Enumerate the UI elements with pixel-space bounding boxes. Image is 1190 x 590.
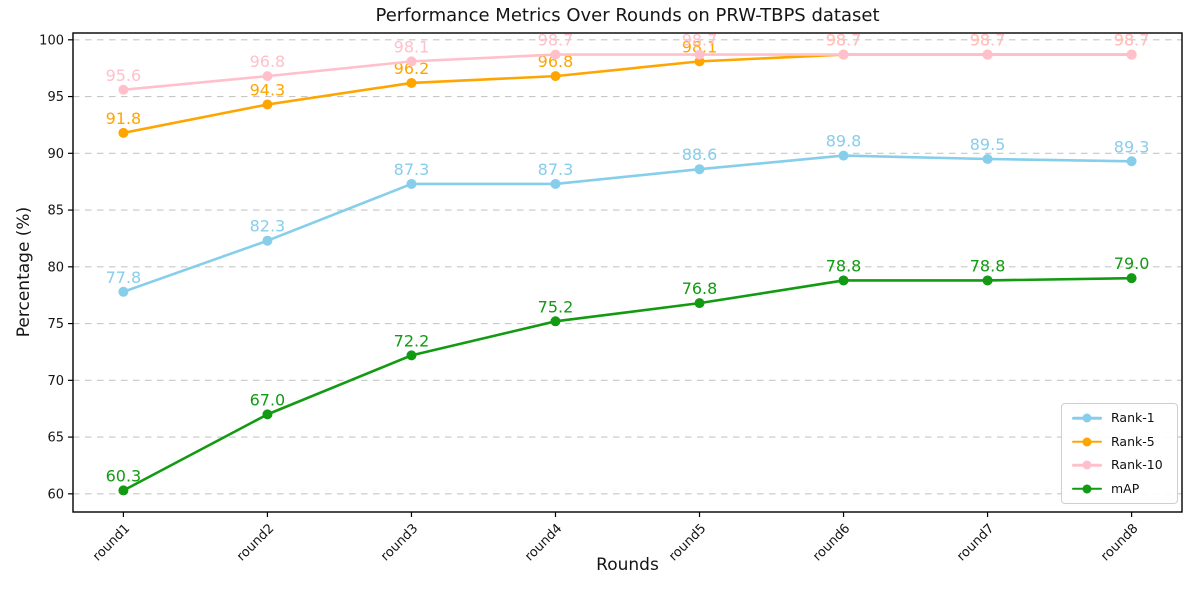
data-point — [982, 275, 993, 286]
legend-label-map: mAP — [1111, 480, 1140, 496]
data-label: 89.8 — [826, 132, 862, 151]
data-point — [262, 99, 273, 110]
y-tick-label: 70 — [47, 374, 64, 389]
series-line-mAP — [122, 276, 1133, 492]
data-label: 98.7 — [826, 31, 862, 50]
y-tick-label: 65 — [47, 431, 64, 446]
data-label: 76.8 — [682, 279, 718, 298]
legend-swatch-rank1 — [1072, 413, 1102, 424]
data-point — [118, 127, 129, 138]
data-label: 88.6 — [682, 145, 718, 164]
data-label: 98.7 — [970, 31, 1006, 50]
data-label: 98.7 — [826, 31, 862, 50]
legend-swatch-rank10 — [1072, 460, 1102, 471]
y-tick-label: 80 — [47, 260, 64, 275]
data-label: 96.8 — [250, 52, 286, 71]
data-point — [694, 49, 705, 60]
legend-swatch-rank5 — [1072, 436, 1102, 447]
data-label: 67.0 — [250, 390, 286, 409]
data-point — [118, 84, 129, 95]
data-point — [406, 77, 417, 88]
data-label: 89.3 — [1114, 137, 1150, 156]
legend-label-rank5: Rank-5 — [1111, 433, 1155, 449]
legend-item-rank1: Rank-1 — [1072, 410, 1167, 425]
y-tick-label: 100 — [39, 33, 64, 48]
legend-label-rank1: Rank-1 — [1111, 410, 1155, 425]
data-label: 87.3 — [538, 160, 574, 179]
data-label: 89.5 — [970, 135, 1006, 154]
series-line-Rank-10 — [122, 53, 1133, 92]
data-label: 77.8 — [106, 268, 142, 287]
data-point — [838, 150, 849, 161]
legend-label-rank10: Rank-10 — [1111, 457, 1163, 472]
data-label: 96.2 — [394, 59, 430, 78]
y-tick-label: 75 — [47, 317, 64, 332]
y-tick-label: 60 — [47, 487, 64, 502]
y-tick-label: 95 — [47, 90, 64, 105]
data-point — [1126, 273, 1137, 284]
y-tick-label: 90 — [47, 147, 64, 162]
x-axis-label: Rounds — [596, 555, 659, 575]
data-label: 78.8 — [826, 256, 862, 275]
data-point — [982, 153, 993, 164]
data-label: 98.7 — [1114, 31, 1150, 50]
data-label: 79.0 — [1114, 254, 1150, 273]
data-point — [406, 350, 417, 361]
data-point — [406, 56, 417, 67]
legend-item-rank5: Rank-5 — [1072, 433, 1167, 449]
data-point — [262, 71, 273, 82]
data-point — [550, 178, 561, 189]
data-point — [406, 178, 417, 189]
data-point — [694, 298, 705, 309]
data-point — [1126, 156, 1137, 167]
data-point — [982, 49, 993, 60]
series-line-Rank-1 — [122, 154, 1133, 294]
data-label: 91.8 — [106, 109, 142, 128]
data-point — [118, 286, 129, 297]
y-tick-label: 85 — [47, 204, 64, 219]
data-label: 95.6 — [106, 66, 142, 85]
data-label: 98.7 — [538, 31, 574, 50]
data-point — [1126, 49, 1137, 60]
data-label: 94.3 — [250, 81, 286, 100]
data-label: 72.2 — [394, 331, 430, 350]
chart-title: Performance Metrics Over Rounds on PRW-T… — [375, 5, 880, 26]
data-point — [838, 49, 849, 60]
data-point — [550, 316, 561, 327]
data-label: 75.2 — [538, 297, 574, 316]
data-label: 82.3 — [250, 217, 286, 236]
data-label: 87.3 — [394, 160, 430, 179]
data-point — [838, 275, 849, 286]
data-point — [118, 485, 129, 496]
data-label: 98.7 — [1114, 31, 1150, 50]
data-point — [694, 164, 705, 175]
data-point — [262, 235, 273, 246]
data-label: 60.3 — [106, 466, 142, 485]
legend-item-rank10: Rank-10 — [1072, 457, 1167, 472]
data-label: 98.7 — [682, 31, 718, 50]
data-label: 96.8 — [538, 52, 574, 71]
legend-swatch-map — [1072, 483, 1102, 494]
legend-item-map: mAP — [1072, 480, 1167, 496]
data-label: 98.1 — [394, 37, 430, 56]
data-point — [550, 71, 561, 82]
data-label: 78.8 — [970, 256, 1006, 275]
data-point — [262, 409, 273, 420]
data-label: 98.1 — [682, 37, 718, 56]
axes-frame — [72, 32, 1183, 513]
data-label: 98.7 — [970, 31, 1006, 50]
legend: Rank-1 Rank-5 Rank-10 mAP — [1061, 403, 1178, 504]
data-point — [550, 49, 561, 60]
